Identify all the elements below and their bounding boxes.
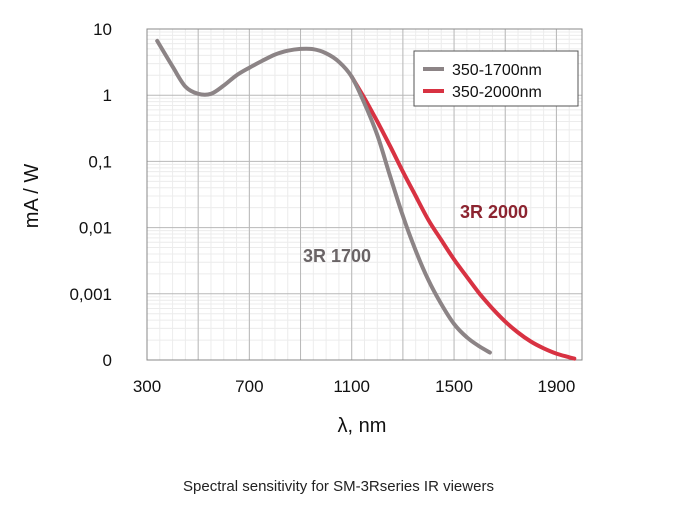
x-axis-title: λ, nm	[338, 415, 387, 437]
plot-frame	[146, 28, 583, 361]
legend-label-350-2000nm: 350-2000nm	[452, 84, 542, 101]
y-tick-label: 0	[103, 351, 112, 370]
legend: 350-1700nm 350-2000nm	[413, 50, 579, 107]
x-tick-label: 1900	[537, 377, 575, 396]
x-tick-label: 1500	[435, 377, 473, 396]
x-tick-label: 1100	[333, 377, 370, 396]
annotation-3r-1700: 3R 1700	[303, 246, 371, 266]
x-tick-label: 300	[133, 377, 161, 396]
y-tick-label: 0,01	[79, 219, 112, 238]
series-line-350-2000nm	[349, 74, 577, 361]
y-tick-label: 1	[103, 86, 112, 105]
figure-caption: Spectral sensitivity for SM-3Rseries IR …	[183, 478, 494, 495]
series-line-350-1700nm	[155, 38, 492, 355]
series-layer	[155, 38, 577, 361]
y-axis-title: mA / W	[21, 164, 43, 229]
annotation-3r-2000: 3R 2000	[460, 202, 528, 222]
legend-label-350-1700nm: 350-1700nm	[452, 62, 542, 79]
y-tick-label: 0,001	[69, 285, 112, 304]
y-tick-labels: 10 1 0,1 0,01 0,001 0	[69, 20, 112, 370]
y-tick-label: 10	[93, 20, 112, 39]
x-tick-labels: 300 700 1100 1500 1900	[133, 377, 576, 396]
y-tick-label: 0,1	[88, 152, 112, 171]
x-tick-label: 700	[235, 377, 263, 396]
legend-box	[413, 50, 579, 107]
